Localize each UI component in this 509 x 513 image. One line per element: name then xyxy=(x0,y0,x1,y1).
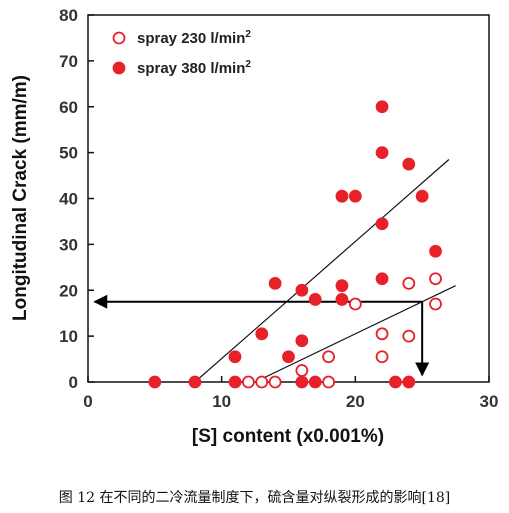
data-point-spray-230 xyxy=(375,327,389,341)
data-point-spray-230 xyxy=(295,364,309,377)
y-tick-label: 20 xyxy=(59,281,78,300)
data-point-spray-230 xyxy=(255,375,269,389)
axis-tick-labels: 0 10 20 30 0 10 20 30 40 50 60 70 80 xyxy=(59,6,498,411)
data-point-spray-380 xyxy=(255,327,269,341)
data-point-spray-380 xyxy=(268,276,282,290)
legend: spray 230 l/min2 spray 380 l/min2 xyxy=(112,29,251,77)
legend-label-spray-380: spray 380 l/min2 xyxy=(137,59,251,77)
y-tick-label: 80 xyxy=(59,6,78,25)
data-point-spray-380 xyxy=(308,293,322,306)
x-tick-label: 30 xyxy=(480,392,499,411)
data-point-spray-230 xyxy=(375,350,389,364)
data-point-spray-230 xyxy=(402,276,416,290)
x-tick-label: 20 xyxy=(346,392,365,411)
legend-marker-open xyxy=(112,31,126,45)
x-tick-label: 10 xyxy=(212,392,231,411)
y-tick-label: 50 xyxy=(59,144,78,163)
data-point-spray-230 xyxy=(429,297,442,311)
data-point-spray-380 xyxy=(335,293,349,306)
data-point-spray-230 xyxy=(268,375,282,389)
y-axis-title: Longitudinal Crack (mm/m) xyxy=(10,75,31,321)
data-point-spray-230 xyxy=(322,350,336,364)
y-tick-label: 10 xyxy=(59,327,78,346)
legend-label-spray-230: spray 230 l/min2 xyxy=(137,29,251,47)
data-point-spray-230 xyxy=(348,297,362,311)
data-point-spray-380 xyxy=(375,100,389,114)
data-point-spray-380 xyxy=(228,375,242,389)
y-tick-label: 40 xyxy=(59,190,78,209)
legend-marker-filled xyxy=(112,61,126,75)
y-tick-label: 70 xyxy=(59,52,78,71)
data-point-spray-380 xyxy=(295,334,309,348)
annotation-arrows xyxy=(93,294,430,377)
data-points xyxy=(148,100,442,389)
data-point-spray-380 xyxy=(375,217,389,231)
data-point-spray-380 xyxy=(282,350,295,364)
data-point-spray-380 xyxy=(188,375,202,389)
data-point-spray-380 xyxy=(402,375,416,389)
data-point-spray-380 xyxy=(308,375,322,389)
trend-lines xyxy=(194,159,456,383)
data-point-spray-380 xyxy=(335,189,349,203)
x-tick-label: 0 xyxy=(83,392,92,411)
x-axis-title: [S] content (x0.001%) xyxy=(192,426,384,447)
data-point-spray-230 xyxy=(322,375,336,389)
data-point-spray-380 xyxy=(335,279,349,293)
data-point-spray-380 xyxy=(228,350,242,364)
data-point-spray-380 xyxy=(415,189,429,203)
data-point-spray-380 xyxy=(375,272,389,286)
data-point-spray-380 xyxy=(402,157,416,171)
y-tick-label: 0 xyxy=(69,373,78,392)
data-point-spray-380 xyxy=(375,146,389,160)
scatter-chart: 0 10 20 30 0 10 20 30 40 50 60 70 80 [S] content (x0… xyxy=(10,6,498,447)
axis-ticks xyxy=(87,14,490,383)
data-point-spray-380 xyxy=(389,375,402,389)
data-point-spray-230 xyxy=(402,329,416,343)
data-point-spray-380 xyxy=(348,189,362,203)
data-point-spray-380 xyxy=(295,375,309,389)
data-point-spray-380 xyxy=(148,375,162,389)
data-point-spray-380 xyxy=(429,244,442,258)
data-point-spray-230 xyxy=(241,375,255,389)
figure-caption: 图 12 在不同的二冷流量制度下，硫含量对纵裂形成的影响[18] xyxy=(58,490,451,506)
trend-line xyxy=(194,159,450,383)
data-point-spray-380 xyxy=(295,283,309,297)
y-tick-label: 60 xyxy=(59,98,78,117)
y-tick-label: 30 xyxy=(59,235,78,254)
data-point-spray-230 xyxy=(429,272,442,286)
